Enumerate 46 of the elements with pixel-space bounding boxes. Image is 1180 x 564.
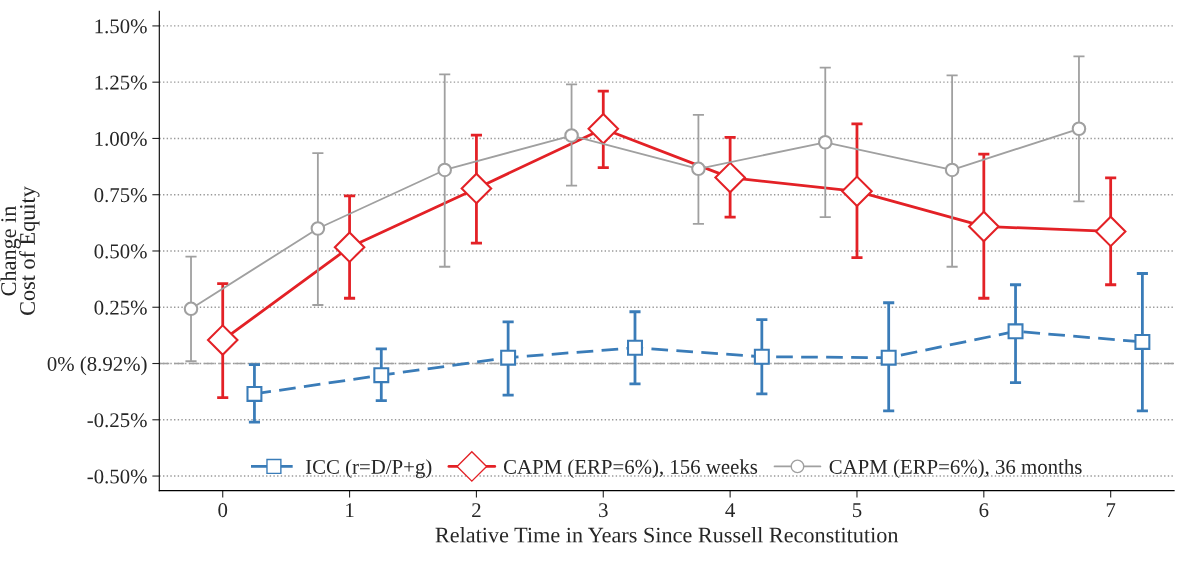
legend-label: CAPM (ERP=6%), 36 months [829,459,1082,479]
point [1007,323,1024,340]
y-axis-title: Change in Cost of Equity [0,186,40,315]
point [500,349,517,366]
point [183,301,199,317]
point [373,367,390,384]
x-tick-label: 7 [1106,503,1116,517]
y-tick-label: 0.25% [94,300,147,315]
point [691,161,706,177]
point [1071,121,1087,137]
y-tick-label: 1.00% [95,131,147,146]
point [944,162,960,178]
point [460,172,493,205]
y-tick-label: 1.25% [95,75,147,90]
point [437,162,452,178]
point [246,385,263,402]
point [968,210,1000,243]
point [333,231,366,263]
x-tick-label: 6 [979,503,989,518]
point [1094,215,1127,248]
point [841,175,873,208]
x-tick-label: 1 [346,503,354,517]
point [206,324,239,356]
y-tick-label: -0.25% [87,413,147,428]
legend-label: CAPM (ERP=6%), 156 weeks [503,459,758,479]
x-tick-label: 0 [218,503,228,518]
x-tick-label: 4 [725,503,736,517]
point [714,161,746,194]
point [564,128,579,143]
legend-label: ICC (r=D/P+g) [305,459,432,479]
y-tick-label: 1.50% [95,19,147,34]
y-tick-label: 0.75% [94,188,147,203]
point [1134,333,1151,350]
point [310,221,326,236]
point [817,134,833,150]
x-tick-label: 2 [472,503,481,517]
x-axis-title: Relative Time in Years Since Russell Reconstitution [435,526,899,543]
point [627,339,643,356]
y-tick-label: 0.50% [94,244,147,259]
x-tick-label: 3 [599,503,608,518]
point [587,113,620,145]
y-tick-label: -0.50% [87,469,147,484]
x-tick-label: 5 [852,503,862,518]
point [880,349,897,366]
point [753,348,770,365]
y-tick-label: 0% (8.92%) [47,356,147,376]
